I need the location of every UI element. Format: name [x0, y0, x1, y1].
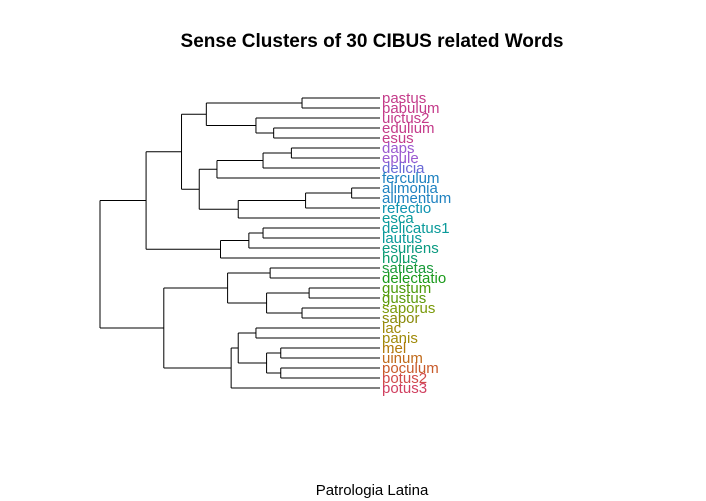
leaf-label: potus3	[382, 380, 427, 397]
leaf-label: gustum	[382, 280, 431, 297]
leaf-label: uinum	[382, 350, 423, 367]
leaf-label: pabulum	[382, 100, 440, 117]
dendrogram-branches	[99, 97, 380, 389]
leaf-label: holus	[382, 250, 418, 267]
leaf-label: sapor	[382, 310, 420, 327]
leaf-label: saporus	[382, 300, 435, 317]
leaf-label: pastus	[382, 90, 426, 107]
leaf-label: alimentum	[382, 190, 451, 207]
leaf-label: ferculum	[382, 170, 440, 187]
x-axis-label: Patrologia Latina	[316, 482, 429, 499]
leaf-label: esca	[382, 210, 414, 227]
leaf-label: delectatio	[382, 270, 446, 287]
leaf-label: lautus	[382, 230, 422, 247]
leaf-label: refectio	[382, 200, 431, 217]
leaf-label: satietas	[382, 260, 434, 277]
leaf-label: delicatus1	[382, 220, 450, 237]
leaf-labels: pastuspabulumuictus2eduliumesusdapsepule…	[382, 90, 451, 397]
leaf-label: delicia	[382, 160, 425, 177]
leaf-label: edulium	[382, 120, 435, 137]
leaf-label: alimonia	[382, 180, 439, 197]
leaf-label: uictus2	[382, 110, 430, 127]
leaf-label: gustus	[382, 290, 426, 307]
leaf-label: epule	[382, 150, 419, 167]
leaf-label: mel	[382, 340, 406, 357]
leaf-label: esuriens	[382, 240, 439, 257]
leaf-label: panis	[382, 330, 418, 347]
leaf-label: daps	[382, 140, 415, 157]
leaf-label: lac	[382, 320, 402, 337]
chart-title: Sense Clusters of 30 CIBUS related Words	[181, 31, 564, 52]
leaf-label: esus	[382, 130, 414, 147]
leaf-label: potus2	[382, 370, 427, 387]
leaf-label: poculum	[382, 360, 439, 377]
